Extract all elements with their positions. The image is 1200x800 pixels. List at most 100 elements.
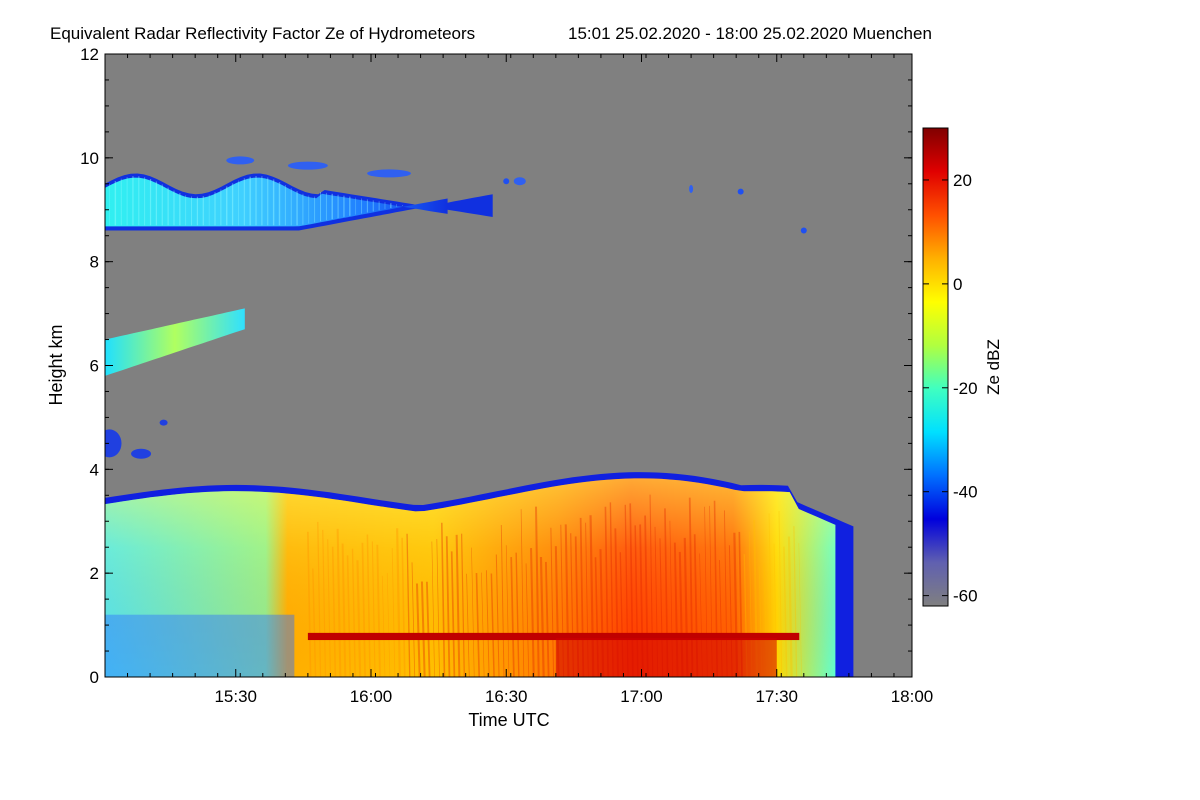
- x-tick-label: 15:30: [214, 687, 257, 706]
- streak: [798, 543, 802, 677]
- colorbar-scale: [922, 127, 949, 607]
- plot-area: [105, 54, 912, 677]
- streak: [401, 537, 406, 677]
- streak: [787, 536, 793, 677]
- streak: [440, 522, 446, 677]
- colorbar-label: Ze dBZ: [984, 339, 1003, 395]
- y-tick-label: 8: [90, 253, 99, 272]
- colorbar-tick-label: 0: [953, 275, 962, 294]
- streak: [366, 534, 371, 677]
- streak: [346, 555, 352, 677]
- colorbar-tick-label: -60: [953, 587, 978, 606]
- isolated-echo: [503, 178, 510, 185]
- streak: [490, 573, 495, 677]
- y-tick-label: 2: [90, 564, 99, 583]
- precipitation-shading: [105, 478, 836, 677]
- cirrus-fragment: [367, 169, 412, 178]
- streak: [534, 506, 540, 677]
- y-tick-label: 6: [90, 357, 99, 376]
- streak: [331, 546, 337, 677]
- streak: [539, 557, 545, 677]
- streak: [351, 548, 356, 677]
- colorbar-tick-label: -40: [953, 483, 978, 502]
- bright-band-feature: [307, 632, 800, 677]
- streak: [396, 528, 401, 677]
- streak: [471, 547, 475, 677]
- bright-band-below: [555, 638, 777, 677]
- x-tick-label: 17:00: [620, 687, 663, 706]
- mid-level-layer-feature: [105, 308, 245, 459]
- streak: [525, 563, 530, 677]
- streak: [793, 526, 798, 677]
- streak: [431, 541, 435, 677]
- streak: [406, 533, 411, 677]
- isolated-echo: [737, 188, 744, 195]
- streak: [371, 541, 376, 677]
- colorbar: 20 0 -20 -40 -60 Ze dBZ: [922, 127, 1003, 607]
- streak: [545, 561, 550, 677]
- x-tick-label: 16:00: [350, 687, 393, 706]
- x-tick-label: 18:00: [891, 687, 934, 706]
- streak: [510, 557, 515, 677]
- chart-title: Equivalent Radar Reflectivity Factor Ze …: [50, 24, 475, 43]
- streak: [445, 536, 451, 677]
- streak: [336, 528, 342, 677]
- mid-level-fragment: [105, 429, 122, 458]
- y-tick-label: 10: [80, 149, 99, 168]
- x-tick-label: 16:30: [485, 687, 528, 706]
- colorbar-tick-label: -20: [953, 379, 978, 398]
- streak: [356, 560, 362, 677]
- cirrus-fragment: [513, 177, 526, 186]
- streak: [481, 572, 485, 677]
- streak: [505, 545, 510, 677]
- streak: [327, 539, 331, 677]
- mid-level-fragment: [131, 448, 152, 459]
- streak: [415, 583, 421, 677]
- chart-subtitle: 15:01 25.02.2020 - 18:00 25.02.2020 Muen…: [568, 24, 932, 43]
- low-level-weak-echo: [105, 614, 295, 677]
- x-axis-label: Time UTC: [468, 710, 549, 730]
- streak: [307, 531, 312, 677]
- colorbar-tick-label: 20: [953, 171, 972, 190]
- cirrus-fragment: [689, 184, 694, 193]
- streak: [466, 573, 470, 677]
- streak: [411, 562, 416, 677]
- streak: [322, 529, 327, 677]
- streak: [475, 572, 481, 677]
- streak: [312, 568, 317, 677]
- cirrus-streaks: [109, 176, 403, 226]
- cirrus-fragment: [287, 161, 328, 170]
- streak: [783, 546, 788, 677]
- streak: [520, 509, 525, 677]
- streak: [436, 539, 440, 677]
- y-tick-label: 12: [80, 45, 99, 64]
- bright-band-line: [307, 632, 800, 641]
- cirrus-body: [105, 177, 448, 227]
- streak: [515, 552, 520, 677]
- streak: [317, 521, 322, 677]
- y-axis-ticks: 0 2 4 6 8 10 12: [80, 45, 912, 687]
- y-axis-label: Height km: [46, 324, 66, 405]
- cirrus-layer-feature: [105, 156, 694, 231]
- streak: [530, 548, 535, 677]
- streak: [450, 551, 456, 677]
- streak: [376, 544, 381, 677]
- mid-level-body: [105, 308, 245, 376]
- x-tick-label: 17:30: [755, 687, 798, 706]
- reflectivity-features: [105, 156, 854, 677]
- streak: [455, 534, 461, 677]
- isolated-echo: [800, 227, 807, 234]
- streak: [341, 543, 347, 677]
- streak: [461, 533, 465, 677]
- mid-level-fragment: [159, 419, 168, 426]
- streak: [381, 575, 386, 677]
- streak: [386, 572, 391, 677]
- streak: [495, 554, 500, 677]
- colorbar-ticks: 20 0 -20 -40 -60: [923, 171, 978, 606]
- x-axis-ticks: 15:30 16:00 16:30 17:00 17:30 18:00: [104, 54, 934, 706]
- streak: [778, 510, 783, 677]
- streak: [550, 527, 555, 677]
- streak: [391, 547, 396, 677]
- y-tick-label: 0: [90, 668, 99, 687]
